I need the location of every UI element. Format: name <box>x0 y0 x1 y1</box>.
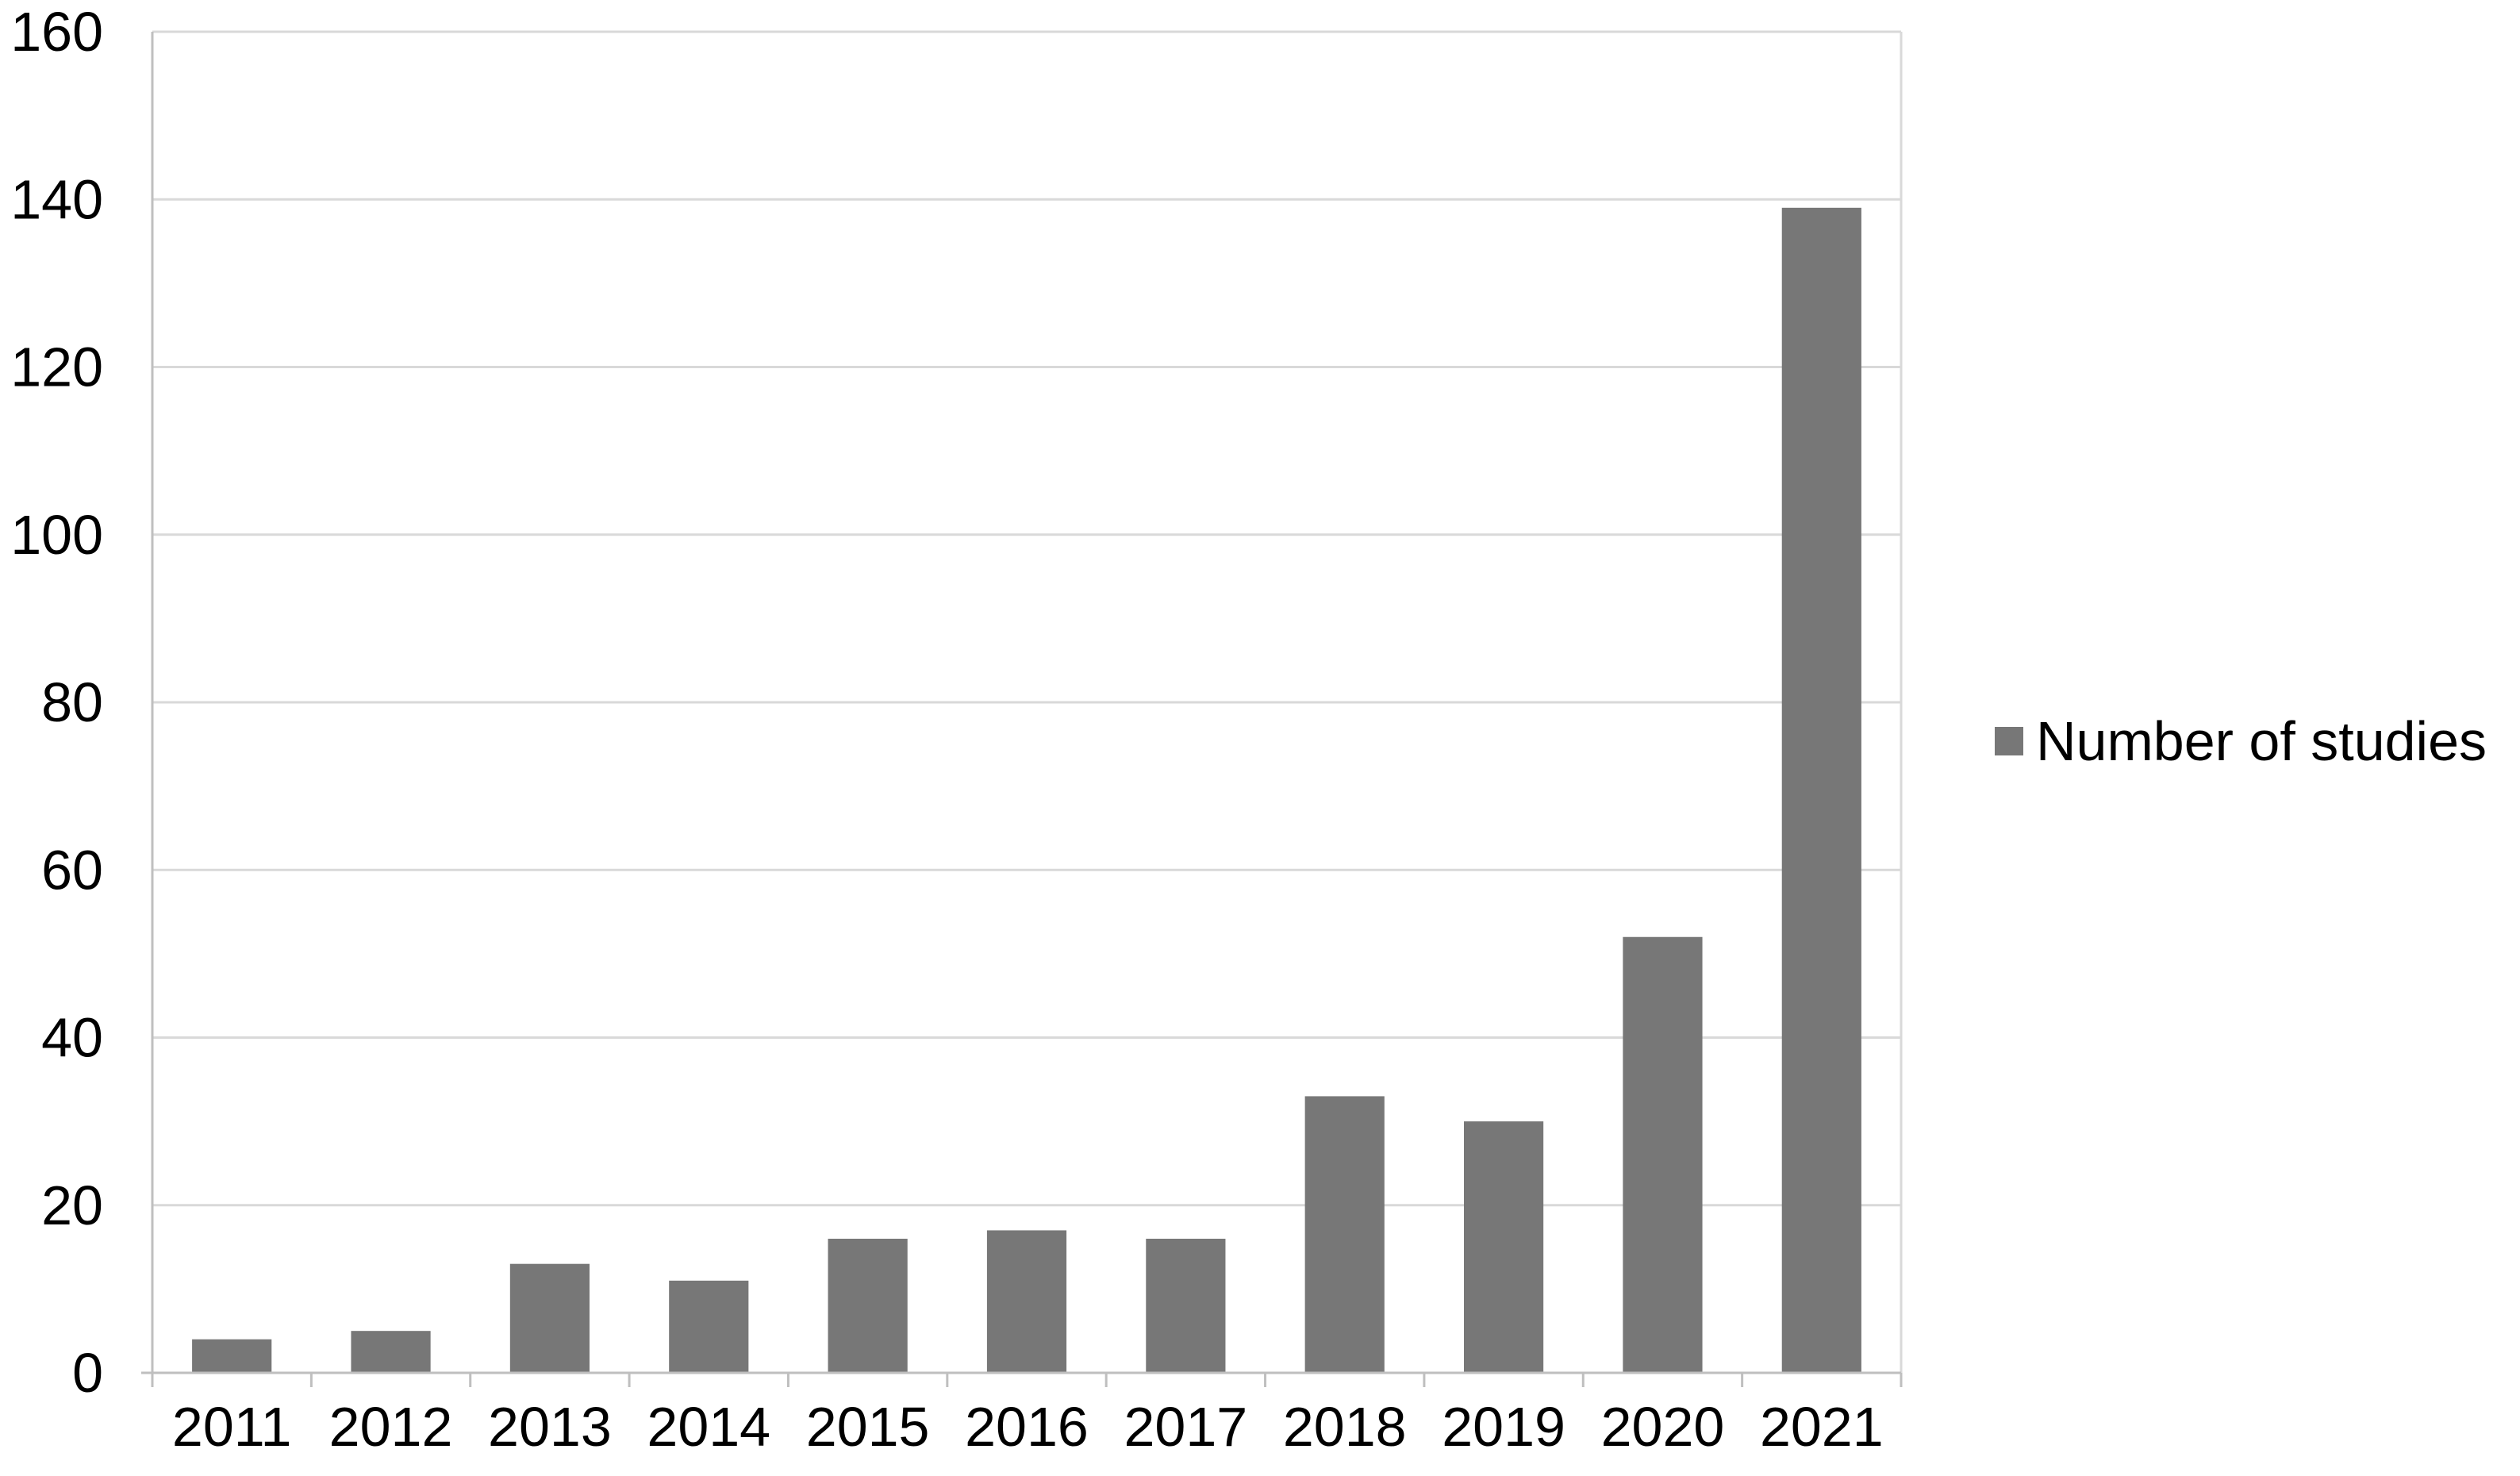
axes <box>141 32 1903 1387</box>
bar-2013 <box>509 1263 590 1373</box>
x-tick-label: 2012 <box>329 1396 453 1458</box>
legend: Number of studies <box>1995 710 2487 772</box>
bar-2015 <box>828 1239 908 1373</box>
bar-2020 <box>1623 936 1703 1373</box>
x-tick-label: 2018 <box>1283 1396 1407 1458</box>
bar-2011 <box>192 1339 272 1373</box>
y-tick-label: 120 <box>10 336 103 398</box>
y-tick-label: 80 <box>41 671 103 733</box>
x-tick-label: 2014 <box>647 1396 770 1458</box>
y-tick-label: 160 <box>10 1 103 63</box>
y-tick-label: 20 <box>41 1174 103 1236</box>
bar-2014 <box>669 1280 749 1373</box>
x-tick-label: 2016 <box>965 1396 1089 1458</box>
y-tick-label: 100 <box>10 504 103 566</box>
bar-2018 <box>1304 1096 1385 1373</box>
y-tick-label: 0 <box>72 1342 103 1404</box>
x-axis-tick-labels: 2011 2012 2013 2014 2015 2016 2017 2018 2019 2020… <box>172 1396 1884 1458</box>
x-tick-label: 2017 <box>1124 1396 1247 1458</box>
bar-2021 <box>1781 207 1861 1373</box>
bars <box>192 207 1861 1373</box>
bar-2017 <box>1146 1239 1226 1373</box>
x-tick-label: 2021 <box>1760 1396 1884 1458</box>
bar-2012 <box>351 1331 431 1373</box>
legend-label: Number of studies <box>2036 710 2487 772</box>
legend-swatch <box>1995 727 2023 755</box>
x-tick-label: 2015 <box>806 1396 930 1458</box>
y-tick-label: 140 <box>10 168 103 230</box>
gridlines <box>152 30 1901 1374</box>
x-tick-label: 2011 <box>172 1396 292 1458</box>
y-tick-label: 40 <box>41 1007 103 1069</box>
bar-2016 <box>986 1230 1067 1373</box>
bar-2019 <box>1464 1121 1544 1373</box>
x-tick-label: 2013 <box>488 1396 612 1458</box>
x-tick-label: 2019 <box>1442 1396 1565 1458</box>
y-axis-tick-labels: 0 20 40 60 80 100 120 140 160 <box>10 1 103 1404</box>
y-tick-label: 60 <box>41 839 103 901</box>
x-tick-label: 2020 <box>1601 1396 1725 1458</box>
